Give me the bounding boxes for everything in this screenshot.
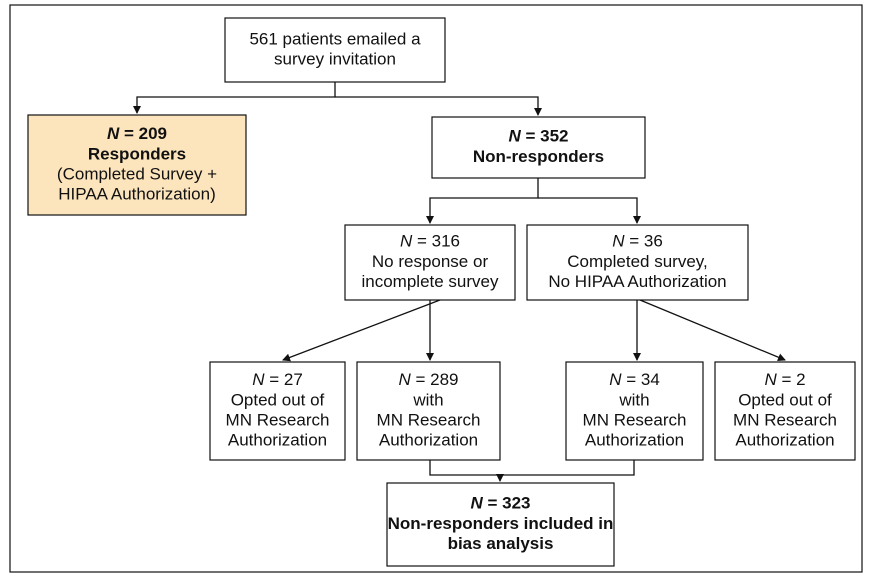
node-line: Opted out of [231, 390, 325, 409]
node-line: No response or [372, 252, 489, 271]
node-line: Opted out of [738, 390, 832, 409]
arrow [133, 82, 336, 114]
node-count: N = 289 [398, 370, 458, 389]
arrow [282, 299, 441, 362]
variable: N [400, 232, 413, 251]
count: = 316 [417, 232, 460, 251]
node-count: N = 323 [470, 494, 530, 513]
node-line: Authorization [735, 430, 834, 449]
variable: N [609, 370, 622, 389]
node-box [386, 482, 615, 567]
variable: N [398, 370, 411, 389]
connector [429, 460, 635, 476]
node-box [356, 361, 501, 461]
count: = 209 [124, 124, 167, 143]
count: = 34 [626, 370, 660, 389]
node-line: 561 patients emailed a [249, 29, 421, 48]
node-line: Non-responders [473, 147, 604, 166]
node-line: MN Research [733, 410, 837, 429]
node-line: Responders [88, 144, 186, 163]
node-count: N = 2 [764, 370, 805, 389]
connectors [133, 82, 786, 482]
node-line: Authorization [585, 430, 684, 449]
node-line: Authorization [379, 430, 478, 449]
node-box [209, 361, 346, 461]
arrow [639, 299, 786, 362]
arrow [335, 96, 542, 116]
count: = 2 [781, 370, 805, 389]
variable: N [470, 494, 483, 513]
frame [9, 4, 863, 573]
arrow [538, 197, 641, 224]
node-line: incomplete survey [361, 272, 499, 291]
node-line: MN Research [377, 410, 481, 429]
node-line: bias analysis [448, 534, 554, 553]
variable: N [508, 127, 521, 146]
node-count: N = 36 [612, 232, 663, 251]
variable: N [612, 232, 625, 251]
node-box [431, 116, 646, 179]
node-line: Authorization [228, 430, 327, 449]
node-line: HIPAA Authorization) [58, 184, 216, 203]
variable: N [764, 370, 777, 389]
node-line: (Completed Survey + [57, 164, 217, 183]
node-box [714, 361, 856, 461]
node-line: No HIPAA Authorization [548, 272, 726, 291]
node-box [526, 224, 749, 301]
node-count: N = 27 [252, 370, 303, 389]
node-count: N = 209 [107, 124, 167, 143]
node-box [565, 361, 704, 461]
node-line: with [412, 390, 443, 409]
node-box [344, 224, 516, 301]
node-count: N = 34 [609, 370, 660, 389]
node-box [224, 17, 446, 83]
variable: N [252, 370, 265, 389]
count: = 352 [526, 127, 569, 146]
arrow [426, 178, 539, 224]
count: = 289 [416, 370, 459, 389]
node-line: Non-responders included in [388, 514, 614, 533]
count: = 27 [269, 370, 303, 389]
count: = 36 [629, 232, 663, 251]
node-count: N = 316 [400, 232, 460, 251]
node-line: survey invitation [274, 49, 396, 68]
count: = 323 [488, 494, 531, 513]
node-line: MN Research [226, 410, 330, 429]
node-count: N = 352 [508, 127, 568, 146]
node-line: Completed survey, [567, 252, 707, 271]
variable: N [107, 124, 120, 143]
node-line: with [618, 390, 649, 409]
node-line: MN Research [583, 410, 687, 429]
node-box [27, 114, 247, 216]
